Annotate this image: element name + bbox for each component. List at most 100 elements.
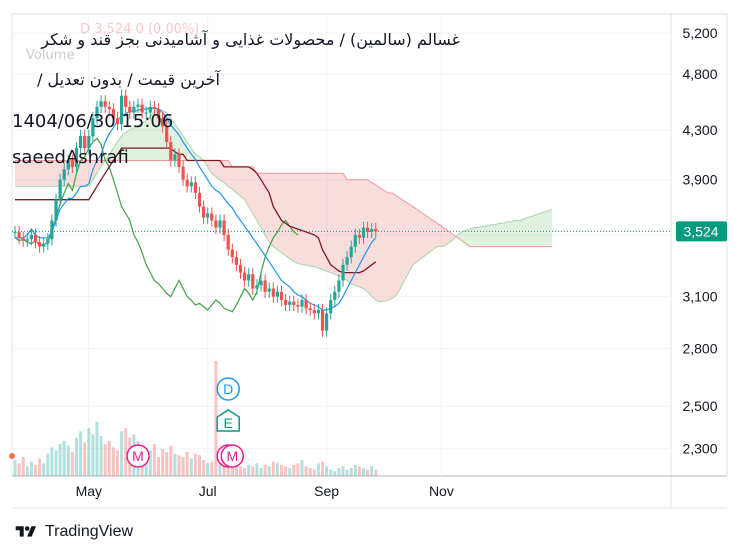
candle-body[interactable] — [189, 182, 193, 187]
candle-body[interactable] — [251, 274, 255, 289]
candle-body[interactable] — [255, 285, 259, 289]
candle-body[interactable] — [218, 220, 222, 228]
candle-body[interactable] — [70, 160, 74, 167]
candle-body[interactable] — [320, 309, 325, 331]
candle-body[interactable] — [29, 234, 33, 240]
candle-body[interactable] — [357, 234, 361, 238]
candle-body[interactable] — [234, 257, 238, 265]
candle-body[interactable] — [259, 280, 263, 286]
candle-body[interactable] — [99, 101, 103, 107]
candle-body[interactable] — [140, 104, 144, 113]
candle-body[interactable] — [91, 118, 95, 136]
candle-body[interactable] — [111, 109, 115, 119]
volume-bar — [50, 447, 54, 476]
candle-body[interactable] — [279, 291, 284, 300]
event-marker-m[interactable]: M — [126, 444, 150, 468]
candle-body[interactable] — [292, 301, 296, 305]
candle-body[interactable] — [288, 301, 292, 305]
candle-body[interactable] — [333, 291, 337, 300]
candle-body[interactable] — [300, 299, 304, 307]
candle-body[interactable] — [312, 309, 316, 314]
candle-body[interactable] — [202, 206, 206, 218]
candle-body[interactable] — [193, 182, 197, 193]
candle-body[interactable] — [95, 106, 99, 119]
candle-body[interactable] — [238, 264, 243, 273]
event-marker-d[interactable]: D — [216, 377, 240, 401]
candle-body[interactable] — [316, 309, 320, 314]
candle-body[interactable] — [161, 118, 165, 127]
candle-body[interactable] — [329, 299, 333, 314]
candle-body[interactable] — [173, 154, 177, 161]
candle-body[interactable] — [177, 154, 181, 167]
candle-body[interactable] — [185, 179, 189, 187]
candle-body[interactable] — [374, 229, 378, 232]
tradingview-brand[interactable]: TradingView — [12, 523, 133, 541]
candle-body[interactable] — [136, 104, 140, 107]
candle-body[interactable] — [263, 280, 267, 292]
event-markers[interactable]: MMMED — [9, 377, 245, 468]
candle-body[interactable] — [17, 231, 21, 238]
candle-body[interactable] — [197, 192, 202, 207]
candle-body[interactable] — [83, 135, 87, 149]
candle-body[interactable] — [156, 109, 161, 119]
candle-body[interactable] — [124, 95, 128, 107]
candle-body[interactable] — [74, 148, 79, 167]
candle-body[interactable] — [206, 213, 210, 218]
candle-body[interactable] — [349, 246, 353, 258]
candle-body[interactable] — [120, 95, 124, 125]
candle-body[interactable] — [353, 234, 357, 247]
candle-body[interactable] — [214, 220, 218, 228]
candle-body[interactable] — [366, 227, 370, 232]
event-marker-m[interactable]: M — [220, 444, 245, 468]
candle-body[interactable] — [144, 112, 148, 114]
candle-body[interactable] — [54, 199, 58, 221]
candle-body[interactable] — [38, 242, 42, 247]
event-marker-e[interactable]: E — [216, 409, 240, 432]
candle-body[interactable] — [271, 288, 275, 297]
candle-body[interactable] — [33, 234, 38, 243]
candle-body[interactable] — [103, 101, 107, 107]
candle-body[interactable] — [345, 257, 349, 265]
candle-body[interactable] — [308, 308, 312, 310]
candle-body[interactable] — [132, 106, 136, 113]
candle-body[interactable] — [370, 229, 374, 232]
candle-body[interactable] — [341, 264, 345, 281]
y-tick-label: 3,100 — [682, 289, 717, 305]
candle-body[interactable] — [325, 313, 329, 331]
candle-body[interactable] — [58, 179, 62, 200]
candle-body[interactable] — [128, 106, 132, 113]
candle-body[interactable] — [210, 213, 214, 221]
candle-body[interactable] — [222, 220, 226, 235]
candle-body[interactable] — [275, 291, 279, 297]
candle-body[interactable] — [46, 239, 50, 244]
candle-body[interactable] — [148, 106, 152, 113]
candlesticks[interactable] — [13, 89, 378, 337]
candle-body[interactable] — [152, 106, 156, 110]
candle-body[interactable] — [361, 227, 366, 238]
candle-body[interactable] — [296, 304, 300, 307]
candle-body[interactable] — [337, 280, 341, 292]
candle-body[interactable] — [21, 237, 25, 241]
volume-bar — [308, 468, 312, 476]
candle-body[interactable] — [50, 220, 54, 240]
candle-body[interactable] — [25, 239, 29, 241]
candle-body[interactable] — [42, 243, 46, 247]
candle-body[interactable] — [247, 274, 251, 281]
candle-body[interactable] — [243, 272, 247, 281]
candle-body[interactable] — [62, 169, 66, 180]
candle-body[interactable] — [13, 231, 17, 233]
candle-body[interactable] — [304, 299, 308, 309]
candle-body[interactable] — [181, 166, 185, 180]
candle-body[interactable] — [79, 135, 83, 149]
candle-body[interactable] — [165, 126, 169, 143]
candle-body[interactable] — [230, 249, 234, 258]
candle-body[interactable] — [115, 118, 120, 125]
candle-body[interactable] — [107, 106, 111, 110]
candle-body[interactable] — [284, 299, 288, 305]
candle-body[interactable] — [66, 160, 70, 170]
candle-body[interactable] — [169, 142, 173, 161]
candle-body[interactable] — [267, 288, 271, 292]
candle-body[interactable] — [87, 135, 91, 149]
candle-body[interactable] — [226, 234, 230, 250]
